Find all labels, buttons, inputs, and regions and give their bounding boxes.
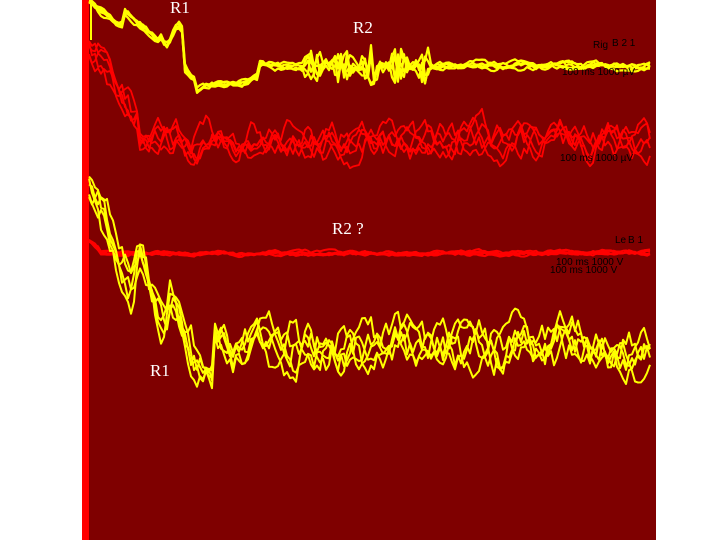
panel1-side-label: Rig [593,40,608,51]
panel3-scale-bar-label-b: 100 ms 1000 V [550,265,618,276]
scale-labels-panel-2: 100 ms 1000 µV [560,153,633,164]
sweep-top-yellow-5 [89,0,651,95]
panel1-channel-numbers: B 2 1 [612,38,636,49]
stimulus-marker [82,0,89,540]
panel3-scale-bar-label-a: 100 ms 1000 V [556,257,624,268]
plot-background [82,0,656,540]
panel3-side-label: Le [615,235,627,246]
annotation-r1-top: R1 [170,0,190,17]
scale-labels-panel-3: Le B 1 100 ms 1000 V 100 ms 1000 V [550,235,643,276]
annotation-r2-top: R2 [353,18,373,37]
sweep-bottom-yellow-5 [88,175,651,385]
sweep-upper-red-1 [88,52,651,170]
sweep-bottom-yellow-4 [88,183,651,382]
annotation-r2-question: R2 ? [332,219,364,238]
scale-labels-panel-1: Rig B 2 1 100 ms 1000 µV [562,38,636,78]
panel1-scale-bar-label: 100 ms 1000 µV [562,67,635,78]
sweep-upper-red-5 [88,40,651,168]
sweep-upper-red-3 [88,55,651,162]
annotation-r1-bottom: R1 [150,361,170,380]
panel2-scale-bar-label: 100 ms 1000 µV [560,153,633,164]
panel3-channel-numbers: B 1 [628,235,643,246]
sweep-middle-red-5 [88,239,651,258]
traces-layer [88,0,651,390]
sweep-bottom-yellow-1 [88,194,651,390]
